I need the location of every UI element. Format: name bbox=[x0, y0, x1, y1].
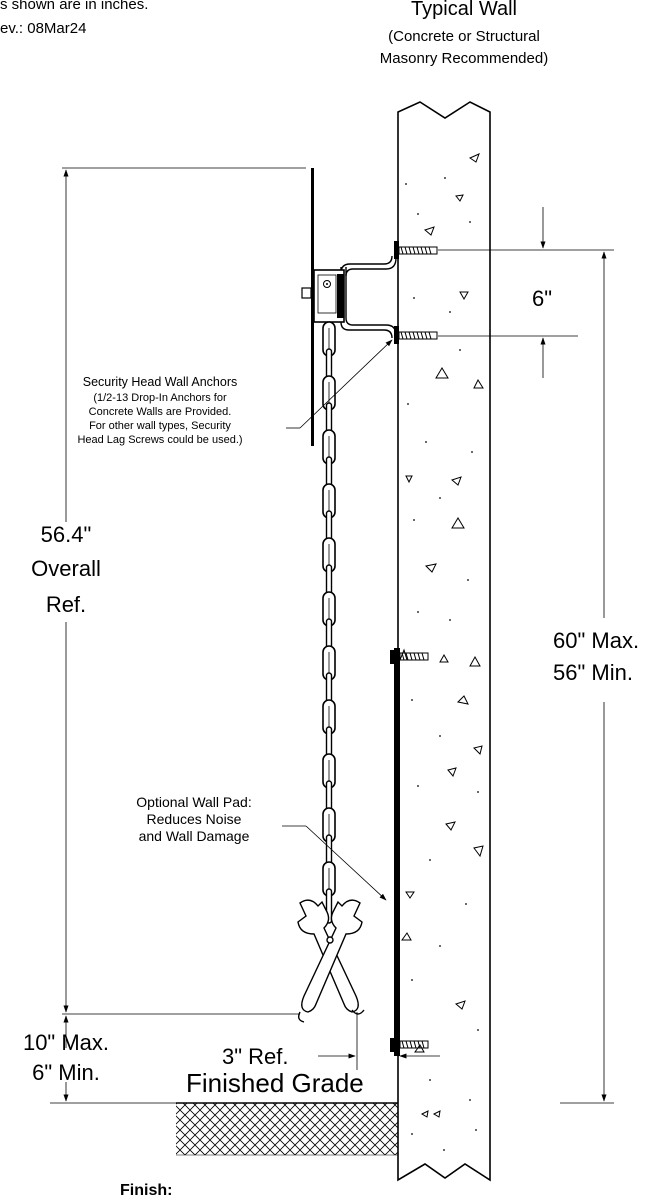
revision-label: ev.: 08Mar24 bbox=[0, 20, 87, 37]
pad-callout-line1: Optional Wall Pad: bbox=[136, 794, 252, 810]
pad-lower-screw bbox=[390, 1038, 429, 1052]
wall-anchors bbox=[394, 241, 438, 344]
finish-label: Finish: bbox=[120, 1182, 173, 1199]
padlock-block bbox=[301, 269, 345, 323]
wall-subtitle-line2: Masonry Recommended) bbox=[379, 50, 549, 67]
ground-clearance-min-label: 6" Min. bbox=[32, 1060, 100, 1085]
wall-title: Typical Wall bbox=[411, 0, 517, 20]
concrete-wall bbox=[397, 101, 491, 1182]
finished-grade-label: Finished Grade bbox=[186, 1068, 364, 1098]
units-note: s shown are in inches. bbox=[0, 0, 149, 13]
pad-callout-line3: and Wall Damage bbox=[138, 828, 250, 844]
mount-height-min-label: 56" Min. bbox=[553, 660, 633, 685]
anchors-callout-line1: (1/2-13 Drop-In Anchors for bbox=[93, 392, 227, 404]
upper-anchor bbox=[394, 241, 438, 259]
pad-upper-screw bbox=[390, 650, 429, 664]
dim-offset bbox=[318, 1012, 440, 1070]
tethered-wrenches bbox=[297, 899, 365, 1023]
mount-height-max-label: 60" Max. bbox=[553, 628, 640, 653]
overall-value-label: 56.4" bbox=[40, 522, 92, 547]
wall-pad bbox=[390, 648, 429, 1056]
ground-clearance-max-label: 10" Max. bbox=[22, 1030, 110, 1055]
offset-label: 3" Ref. bbox=[222, 1044, 289, 1069]
anchors-callout-title: Security Head Wall Anchors bbox=[82, 375, 238, 389]
anchors-callout-line3: For other wall types, Security bbox=[89, 420, 231, 432]
dim-anchor-spacing bbox=[438, 207, 578, 378]
anchor-spacing-label: 6" bbox=[532, 286, 553, 311]
anchors-callout-line2: Concrete Walls are Provided. bbox=[88, 406, 232, 418]
callout-leaders bbox=[282, 339, 393, 901]
wrench-right bbox=[301, 899, 363, 1013]
overall-word-label: Overall bbox=[31, 556, 101, 581]
lower-anchor bbox=[394, 326, 438, 344]
anchors-callout-line4: Head Lag Screws could be used.) bbox=[77, 434, 243, 446]
pad-callout-line2: Reduces Noise bbox=[146, 811, 242, 827]
dim-overall-length bbox=[62, 169, 300, 1015]
mounting-backplate bbox=[62, 167, 314, 446]
wall-subtitle-line1: (Concrete or Structural bbox=[388, 28, 540, 45]
security-chain bbox=[322, 321, 336, 924]
wall-bracket bbox=[340, 255, 397, 339]
overall-ref-label: Ref. bbox=[45, 592, 87, 617]
dim-mount-height bbox=[560, 249, 614, 1104]
finished-grade-ground bbox=[50, 1102, 398, 1156]
